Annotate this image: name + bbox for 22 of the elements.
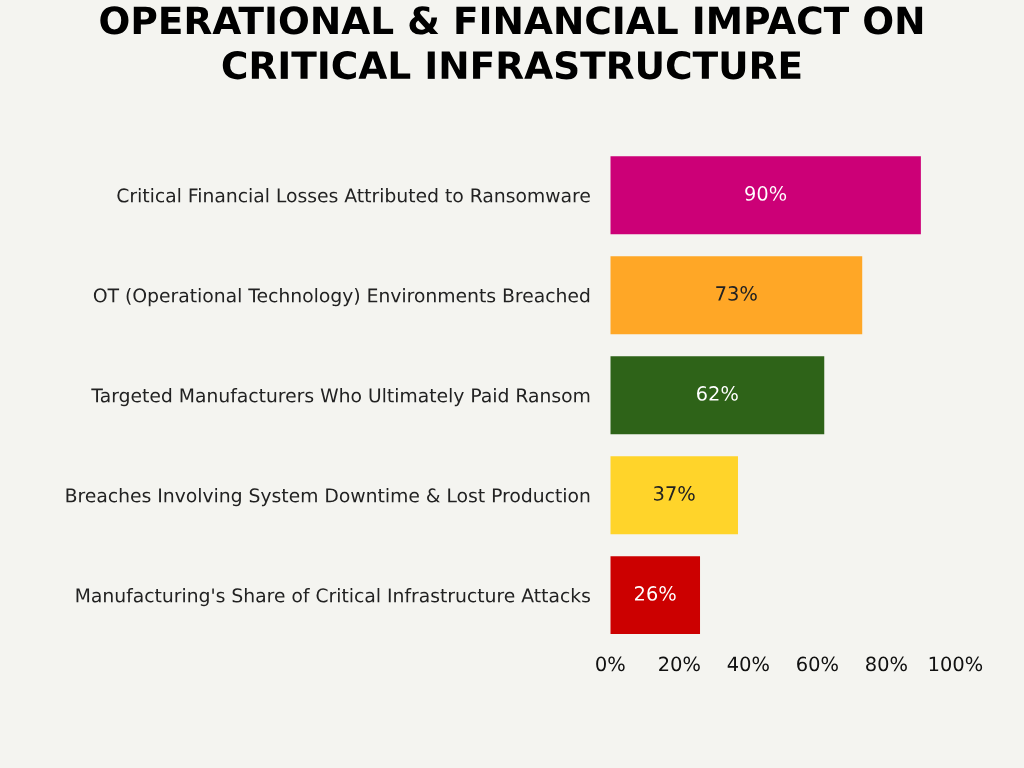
data-label: 62% xyxy=(697,386,738,401)
x-tick-label: 20% xyxy=(659,656,700,672)
x-tick-label: 60% xyxy=(797,656,838,672)
data-label: 26% xyxy=(634,586,676,601)
x-tick-label: 80% xyxy=(866,656,907,672)
bar xyxy=(610,156,921,235)
data-label: 73% xyxy=(716,286,757,301)
data-label: 37% xyxy=(654,486,695,501)
x-tick-label: 40% xyxy=(727,656,769,672)
bar xyxy=(610,556,701,635)
bar xyxy=(610,456,738,535)
y-tick-label: Manufacturing's Share of Critical Infrastructure Attacks xyxy=(76,588,590,607)
y-tick-label: OT (Operational Technology) Environments Breached xyxy=(93,288,590,307)
y-tick-label: Critical Financial Losses Attributed to Ransomware xyxy=(117,188,590,203)
bar xyxy=(610,356,825,435)
data-label: 90% xyxy=(745,186,787,201)
y-tick-label: Targeted Manufacturers Who Ultimately Paid Ransom xyxy=(91,388,590,407)
chart-title: OPERATIONAL & FINANCIAL IMPACT ON CRITICAL INFRASTRUCTURE xyxy=(100,6,923,80)
x-tick-label: 0% xyxy=(596,656,625,672)
x-tick-label: 100% xyxy=(929,656,983,672)
y-tick-label: Breaches Involving System Downtime & Lost Production xyxy=(66,488,590,507)
bar xyxy=(610,256,863,335)
